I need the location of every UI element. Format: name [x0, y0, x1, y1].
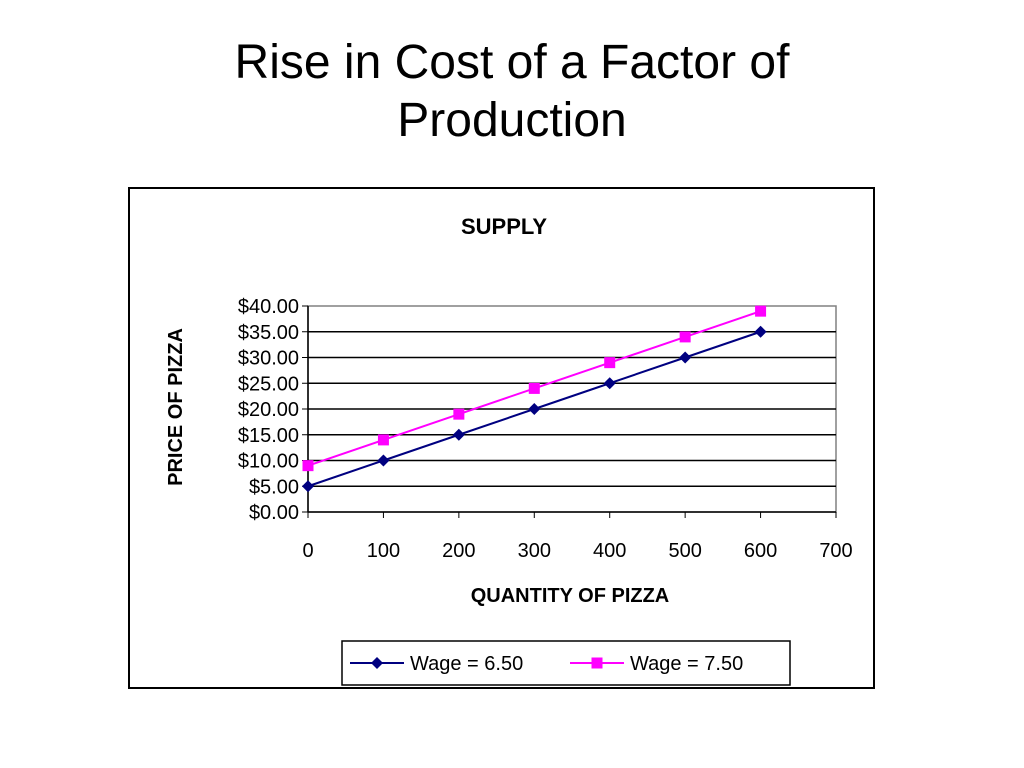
data-point — [528, 403, 541, 415]
legend-label: Wage = 6.50 — [410, 653, 523, 675]
data-point — [453, 408, 465, 420]
y-tick-label: $0.00 — [249, 502, 299, 524]
data-point — [679, 351, 692, 364]
y-axis-label: PRICE OF PIZZA — [165, 328, 187, 486]
x-tick-label: 500 — [668, 540, 701, 562]
y-tick-label: $15.00 — [238, 425, 299, 447]
chart-title: SUPPLY — [461, 214, 547, 239]
legend-marker — [371, 657, 383, 669]
data-point — [754, 325, 767, 338]
data-point — [302, 480, 314, 493]
supply-chart: SUPPLY PRICE OF PIZZA QUANTITY OF PIZZA … — [165, 214, 853, 686]
x-tick-label: 400 — [593, 540, 626, 562]
y-tick-label: $35.00 — [238, 322, 299, 344]
legend: Wage = 6.50 Wage = 7.50 — [341, 640, 791, 686]
x-tick-label: 200 — [442, 540, 475, 562]
data-point — [679, 331, 691, 343]
data-point — [755, 305, 767, 317]
y-tick-label: $30.00 — [238, 348, 299, 370]
x-axis-label: QUANTITY OF PIZZA — [471, 585, 670, 607]
plot-area: $0.00 $5.00 $10.00 $15.00 $20.00 $25.00 $30.00… — [238, 296, 853, 562]
chart-frame: SUPPLY PRICE OF PIZZA QUANTITY OF PIZZA … — [128, 187, 875, 689]
y-tick-label: $20.00 — [238, 399, 299, 421]
y-tick-label: $25.00 — [238, 373, 299, 395]
data-point — [377, 434, 389, 446]
x-tick-label: 700 — [819, 540, 852, 562]
data-point — [528, 382, 540, 394]
slide-title: Rise in Cost of a Factor of Production — [0, 34, 1024, 150]
x-tick-label: 300 — [518, 540, 551, 562]
data-point — [603, 377, 616, 390]
y-tick-label: $10.00 — [238, 451, 299, 473]
legend-box — [341, 640, 791, 686]
data-point — [302, 460, 314, 472]
y-tick-label: $40.00 — [238, 296, 299, 318]
legend-marker — [591, 657, 603, 669]
y-tick-label: $5.00 — [249, 476, 299, 498]
x-tick-label: 0 — [302, 540, 313, 562]
slide-title-line-2: Production — [397, 94, 627, 147]
legend-label: Wage = 7.50 — [630, 653, 743, 675]
data-point — [604, 357, 616, 369]
x-tick-label: 600 — [744, 540, 777, 562]
data-point — [377, 454, 390, 467]
data-point — [452, 428, 465, 441]
slide-title-line-1: Rise in Cost of a Factor of — [234, 36, 790, 89]
x-tick-label: 100 — [367, 540, 400, 562]
